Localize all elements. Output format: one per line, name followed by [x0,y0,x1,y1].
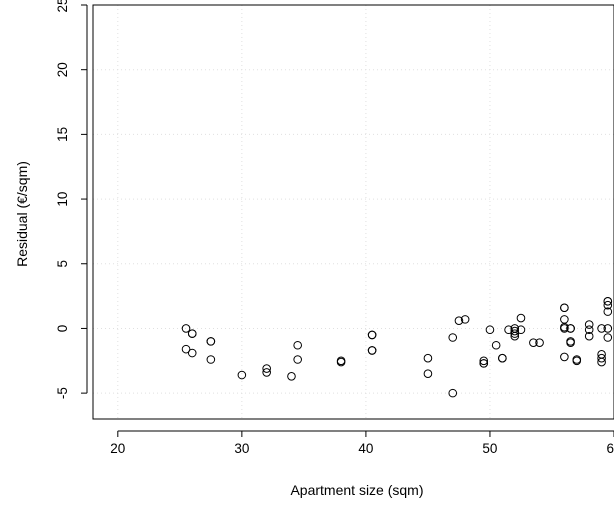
x-tick-label: 40 [358,441,373,456]
data-point [206,337,216,346]
data-point [535,338,544,347]
y-tick-label: -5 [55,387,70,399]
data-point [187,348,197,358]
data-point [560,315,569,324]
data-point [206,355,216,364]
data-point [293,355,302,364]
axes: -5 0 5 10 15 20 25 20 30 40 50 60 [55,0,614,456]
data-point [454,316,464,325]
y-axis-title: Residual (€/sqm) [14,161,30,267]
data-point [479,356,489,366]
data-point [423,353,433,363]
data-points [181,296,613,398]
data-point [181,324,191,333]
data-point [597,357,606,367]
data-point [187,329,197,338]
data-point [603,307,613,316]
y-tick-label: 10 [55,192,70,207]
data-point [597,324,606,333]
data-point [572,356,582,366]
data-point [336,357,346,367]
data-point [560,303,569,313]
data-point [510,329,520,338]
data-point [498,353,507,363]
data-point [485,325,495,335]
y-tick-label: 5 [55,260,70,268]
x-axis-title: Apartment size (sqm) [290,482,423,498]
data-point [566,324,575,333]
data-point [237,370,247,380]
y-tick-label: 15 [55,127,70,142]
data-point [262,368,271,377]
data-point [510,326,520,336]
x-tick-label: 60 [606,441,614,456]
data-point [560,352,569,362]
data-point [367,330,377,340]
data-point [584,320,594,329]
data-point [293,340,302,350]
data-point [491,340,501,350]
data-point [479,359,489,368]
data-point [566,338,575,347]
data-point [560,324,569,333]
y-tick-label: 20 [55,62,70,77]
data-point [516,313,526,323]
plot-frame [92,4,614,420]
x-tick-label: 30 [234,441,249,456]
data-point [460,315,470,324]
data-point [423,369,433,379]
data-point [597,353,606,363]
data-point [287,372,296,381]
data-point [448,333,458,342]
data-point [584,331,594,341]
data-point [603,333,613,342]
data-point [181,344,191,354]
y-tick-label: 0 [55,325,70,333]
data-point [262,364,271,373]
x-tick-label: 20 [110,441,125,456]
data-point [367,346,377,355]
data-point [504,325,513,335]
x-tick-label: 50 [482,441,497,456]
data-point [603,296,613,306]
data-point [448,388,458,398]
data-point [603,324,613,333]
data-point [516,325,526,335]
grid-lines [93,4,614,419]
data-point [603,300,613,310]
data-point [510,331,520,341]
data-point [529,338,538,347]
data-point [584,325,594,335]
y-tick-label: 25 [55,0,70,13]
